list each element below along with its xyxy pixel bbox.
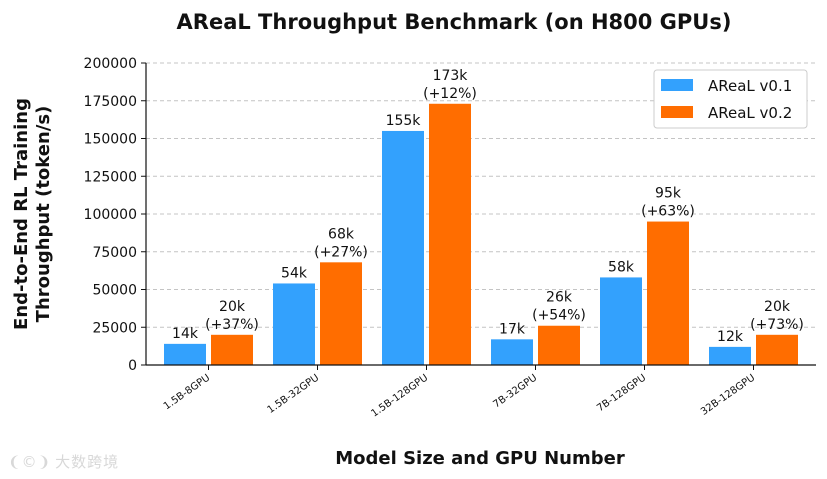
x-tick-label: 1.5B-32GPU (266, 372, 322, 416)
bar-value-label: 68k (328, 226, 355, 242)
x-tick-label: 1.5B-128GPU (369, 372, 430, 419)
y-tick-label: 175000 (84, 94, 137, 110)
x-tick-label: 7B-128GPU (595, 372, 648, 414)
y-tick-label: 200000 (84, 56, 137, 72)
legend-swatch-v01 (661, 79, 693, 91)
bar-value-label: (+63%) (641, 204, 695, 220)
chart-title: AReaL Throughput Benchmark (on H800 GPUs… (177, 10, 732, 34)
y-axis-label-line1: End-to-End RL Training (11, 98, 32, 330)
x-tick-label: 1.5B-8GPU (162, 372, 212, 412)
bar-value-label: (+54%) (532, 308, 586, 324)
y-tick-label: 25000 (92, 320, 137, 336)
bar-value-label: 155k (386, 113, 422, 129)
y-tick-label: 125000 (84, 169, 137, 185)
y-tick-label: 0 (128, 358, 137, 374)
legend: AReaL v0.1 AReaL v0.2 (653, 69, 808, 129)
bar-value-label: 12k (717, 329, 744, 345)
x-tick-label: 32B-128GPU (699, 372, 757, 417)
bar-v02 (320, 262, 362, 365)
bar-value-label: 26k (546, 290, 573, 306)
bar-value-label: (+12%) (423, 86, 477, 102)
bar-v01 (164, 343, 206, 365)
bar-value-label: (+27%) (314, 244, 368, 260)
bar-value-label: 95k (655, 186, 682, 202)
watermark: ❨©❩ 大数跨境 (8, 453, 120, 471)
y-tick-label: 150000 (84, 132, 137, 148)
legend-swatch-v02 (661, 106, 693, 118)
bar-value-label: 20k (764, 299, 791, 315)
bar-v02 (756, 334, 798, 365)
bar-v01 (600, 277, 642, 365)
legend-label-v01: AReaL v0.1 (708, 77, 792, 95)
y-tick-label: 100000 (84, 207, 137, 223)
y-axis-label-line2: Throughput (token/s) (33, 106, 54, 323)
watermark-logo-icon: ❨©❩ (8, 453, 52, 471)
bar-value-label: 20k (219, 299, 246, 315)
bar-value-label: 14k (172, 326, 199, 342)
bar-value-label: 173k (433, 68, 469, 84)
bar-labels: 14k 20k (+37%) 54k 68k (+27%) 155k 173k (+12%) 17… (172, 68, 804, 345)
x-tick-label: 7B-32GPU (491, 372, 539, 410)
y-axis: 0 25000 50000 75000 100000 125000 150000 175000… (84, 56, 147, 374)
y-tick-label: 50000 (92, 283, 137, 299)
bar-v01 (382, 130, 424, 365)
bar-v02 (538, 325, 580, 365)
bar-v01 (273, 283, 315, 365)
bar-value-label: 58k (608, 259, 635, 275)
bar-value-label: (+73%) (750, 317, 804, 333)
legend-label-v02: AReaL v0.2 (708, 104, 792, 122)
bars (164, 103, 798, 366)
x-axis-label: Model Size and GPU Number (335, 448, 625, 469)
y-tick-label: 75000 (92, 245, 137, 261)
bar-v02 (429, 103, 471, 366)
bar-value-label: 17k (499, 321, 526, 337)
bar-value-label: (+37%) (205, 317, 259, 333)
x-axis: 1.5B-8GPU 1.5B-32GPU 1.5B-128GPU 7B-32GPU 7B… (146, 364, 816, 420)
bar-v02 (211, 334, 253, 365)
bar-v02 (647, 221, 689, 365)
bar-v01 (491, 339, 533, 365)
bar-v01 (709, 346, 751, 365)
bar-value-label: 54k (281, 265, 308, 281)
